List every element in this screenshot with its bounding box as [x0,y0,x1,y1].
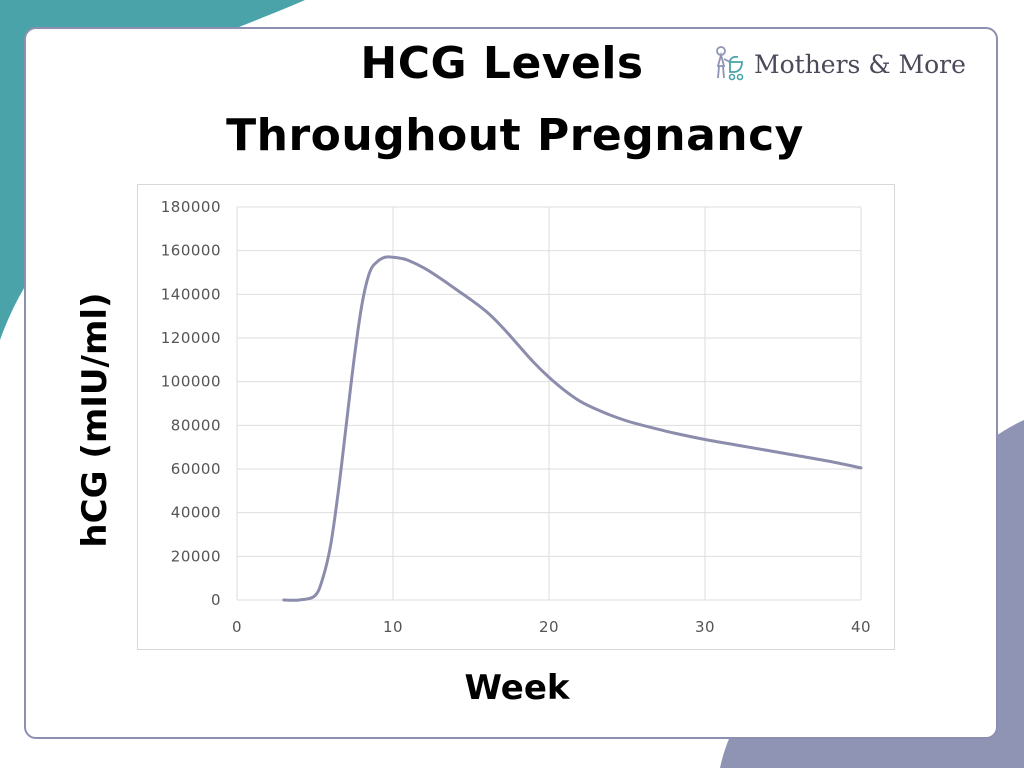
hcg-series-line [282,255,863,602]
x-tick-label: 10 [383,618,403,636]
y-tick-label: 60000 [171,460,221,478]
y-tick-label: 20000 [171,547,221,565]
brand-name: Mothers & More [754,49,966,79]
y-tick-label: 40000 [171,504,221,522]
y-tick-label: 160000 [161,242,221,260]
chart-panel: 0 20000 40000 60000 80000 100000 120000 140000 1… [137,184,895,650]
x-tick-label: 20 [539,618,559,636]
x-tick-label: 30 [695,618,715,636]
y-tick-label: 140000 [161,285,221,303]
mother-with-stroller-icon [716,46,744,81]
y-tick-label: 100000 [161,373,221,391]
x-tick-label: 40 [851,618,871,636]
page-title: HCG Levels [360,38,644,89]
hcg-line-chart: 0 20000 40000 60000 80000 100000 120000 140000 1… [161,198,871,636]
x-tick-label: 0 [232,618,242,636]
y-tick-label: 0 [211,591,221,609]
x-tick-labels: 0 10 20 30 40 [232,618,871,636]
y-tick-label: 120000 [161,329,221,347]
x-axis-label: Week [464,668,570,708]
page-subtitle: Throughout Pregnancy [226,110,804,161]
y-tick-label: 180000 [161,198,221,216]
y-tick-label: 80000 [171,416,221,434]
brand-logo: Mothers & More [712,44,966,84]
y-tick-labels: 0 20000 40000 60000 80000 100000 120000 140000 1… [161,198,221,609]
y-axis-label: hCG (mIU/ml) [75,292,115,548]
